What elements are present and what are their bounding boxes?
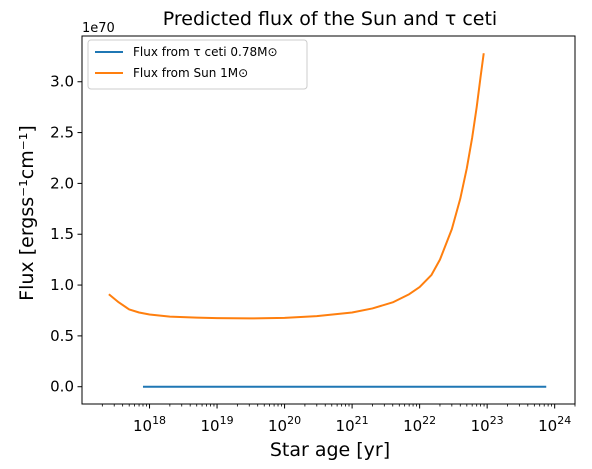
y-tick-label: 1.0	[50, 276, 74, 294]
y-tick-label: 3.0	[50, 73, 74, 91]
legend-label-0: Flux from τ ceti 0.78M⊙	[133, 45, 278, 59]
y-tick-label: 2.5	[50, 124, 74, 142]
y-tick-label: 1.5	[50, 225, 74, 243]
y-axis-label: Flux [ergss⁻¹cm⁻¹]	[16, 125, 38, 301]
chart-title: Predicted flux of the Sun and τ ceti	[163, 8, 497, 30]
y-tick-label: 0.0	[50, 378, 74, 396]
legend: Flux from τ ceti 0.78M⊙ Flux from Sun 1M⊙	[88, 40, 307, 89]
legend-label-1: Flux from Sun 1M⊙	[133, 66, 248, 80]
y-offset-label: 1e70	[82, 21, 115, 36]
y-tick-label: 2.0	[50, 174, 74, 192]
x-axis-label: Star age [yr]	[270, 439, 390, 461]
y-tick-label: 0.5	[50, 327, 74, 345]
